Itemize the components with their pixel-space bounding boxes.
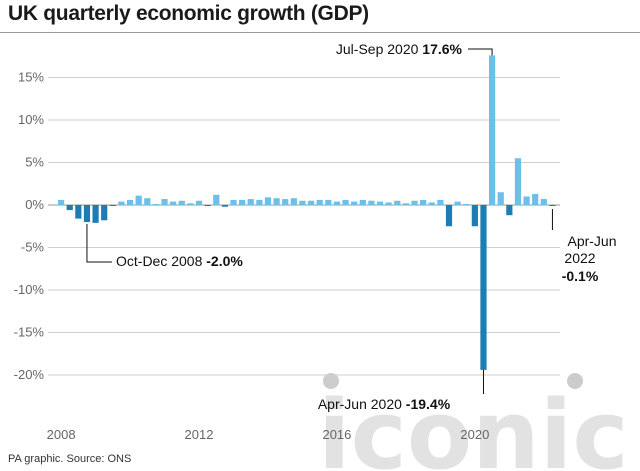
annotation-apr-jun-2022-line1: Apr-Jun (567, 233, 616, 249)
y-tick-label: -10% (14, 282, 45, 297)
bar (333, 201, 341, 205)
bar (428, 202, 435, 205)
bar (264, 197, 272, 205)
x-tick-label: 2012 (185, 427, 214, 442)
bar (376, 201, 384, 205)
annotation-apr-jun-2022-value: -0.1% (562, 268, 599, 284)
bar (532, 193, 539, 205)
bar (445, 205, 453, 227)
bar (221, 205, 228, 207)
bar (273, 198, 280, 205)
bar (385, 202, 392, 205)
bar (506, 205, 513, 216)
bar (101, 205, 108, 221)
bar (247, 199, 254, 205)
bar (342, 199, 349, 205)
bar (471, 205, 478, 227)
bar (135, 195, 142, 205)
bar (170, 201, 177, 205)
bar (299, 200, 306, 205)
y-tick-label: -15% (14, 325, 45, 340)
bar (239, 199, 246, 205)
title-divider (0, 32, 640, 33)
bar (368, 200, 375, 205)
bar (66, 205, 73, 211)
bar (144, 198, 151, 205)
bar (540, 199, 547, 205)
bar (256, 199, 263, 205)
annotation-jul-sep-2020: Jul-Sep 2020 17.6% (336, 41, 463, 57)
bar (230, 199, 237, 205)
y-tick-label: 10% (18, 112, 44, 127)
bar (549, 205, 556, 206)
bar (126, 199, 134, 205)
leader-oct-dec-2008 (86, 224, 112, 263)
bar (204, 205, 211, 206)
y-tick-label: 15% (18, 70, 44, 85)
iconic-watermark: iconic (318, 373, 629, 471)
annotation-apr-jun-2020-part: -19.4% (406, 396, 451, 412)
chart-title: UK quarterly economic growth (GDP) (8, 2, 369, 25)
bar (420, 199, 427, 205)
x-axis-ticks: 2008 2012 2016 2020 (47, 427, 490, 442)
annotation-jul-sep-2020-part: 17.6% (422, 41, 462, 57)
watermark-text: iconic (318, 381, 629, 471)
bar (454, 201, 461, 205)
x-tick-label: 2016 (322, 427, 351, 442)
annotations: Oct-Dec 2008 -2.0% Apr-Jun 2020 -19.4% Jul… (86, 41, 617, 412)
bar (463, 204, 470, 205)
bar (109, 205, 116, 206)
bar (497, 192, 504, 205)
bar (187, 203, 194, 205)
x-tick-label: 2020 (460, 427, 489, 442)
y-tick-label: -5% (21, 240, 45, 255)
bar (282, 199, 289, 205)
bar (152, 204, 160, 205)
bar (514, 158, 522, 205)
bar (307, 200, 315, 205)
y-tick-label: 0% (25, 197, 44, 212)
x-tick-label: 2008 (47, 427, 76, 442)
watermark-dot-1 (323, 373, 339, 389)
source-note: PA graphic. Source: ONS (8, 453, 132, 465)
bar (118, 201, 125, 205)
annotation-oct-dec-2008-part: -2.0% (206, 253, 243, 269)
bar (316, 199, 323, 205)
bar (83, 205, 91, 222)
leader-jul-sep-2020 (468, 48, 493, 56)
bar (75, 205, 82, 219)
bar (290, 198, 297, 205)
y-tick-label: -20% (14, 367, 45, 382)
bar (213, 194, 220, 205)
bar (195, 200, 203, 205)
bar (359, 199, 366, 205)
bar (402, 203, 409, 205)
annotation-apr-jun-2020-part: Apr-Jun 2020 (318, 396, 406, 412)
annotation-jul-sep-2020-part: Jul-Sep 2020 (336, 41, 422, 57)
y-axis-ticks: 15% 10% 5% 0% -5% -10% -15% -20% (14, 70, 45, 383)
annotation-apr-jun-2022-line2: 2022 (564, 250, 595, 266)
bar (325, 199, 332, 205)
bar (394, 200, 401, 205)
bar (161, 199, 168, 205)
bar (437, 199, 444, 205)
annotation-oct-dec-2008: Oct-Dec 2008 -2.0% (116, 253, 243, 269)
bar (351, 201, 358, 205)
annotation-apr-jun-2020: Apr-Jun 2020 -19.4% (318, 396, 451, 412)
bar (178, 200, 185, 205)
annotation-oct-dec-2008-part: Oct-Dec 2008 (116, 253, 206, 269)
bar (411, 200, 418, 205)
bar (92, 205, 99, 223)
y-tick-label: 5% (25, 155, 44, 170)
bar-series (58, 55, 556, 370)
bar (489, 55, 496, 206)
bar (58, 199, 65, 205)
watermark-dot-2 (567, 373, 583, 389)
bar (523, 196, 530, 205)
bar (480, 205, 487, 370)
